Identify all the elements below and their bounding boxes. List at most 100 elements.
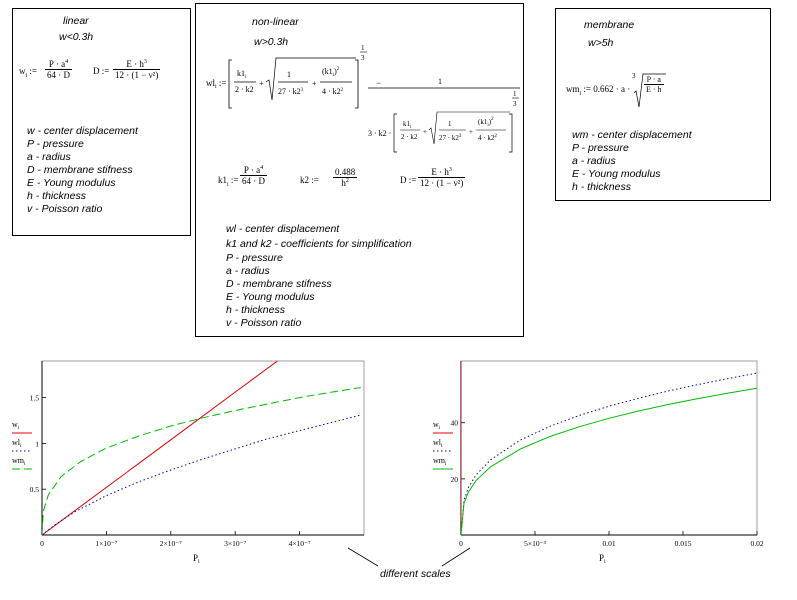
svg-text:4 · k22: 4 · k22 xyxy=(478,134,497,142)
chart-left: 0 1×10⁻⁷ 2×10⁻⁷ 3×10⁻⁷ 4×10⁻⁷ 0.5 1 1.5 Pi wi wli w… xyxy=(12,360,365,565)
x-tick-label: 0.02 xyxy=(750,539,763,548)
legend-line: E - Young modulus xyxy=(27,177,116,189)
linear-legend: w - center displacement P - pressure a -… xyxy=(27,125,138,216)
legend-line: v - Poisson ratio xyxy=(27,203,103,215)
y-tick-label: 40 xyxy=(451,419,459,428)
svg-text:(k1i)2: (k1i)2 xyxy=(322,67,340,78)
svg-text:+: + xyxy=(312,79,317,88)
nonlinear-k1-fraction: P · a4 64 · D xyxy=(240,165,267,186)
svg-text:3 · k2 ·: 3 · k2 · xyxy=(368,129,391,138)
svg-text:1: 1 xyxy=(438,77,442,86)
nonlinear-condition: w>0.3h xyxy=(254,36,289,48)
chart-right: 0 5×10⁻³ 0.01 0.015 0.02 20 40 Pi wi wli wmi xyxy=(433,360,764,565)
linear-title: linear xyxy=(63,15,89,27)
series-wl-line xyxy=(42,414,361,535)
svg-text:1: 1 xyxy=(287,70,291,79)
linear-d-formula: D := xyxy=(93,66,110,76)
annotation-different-scales: different scales xyxy=(380,568,451,580)
x-tick-label: 4×10⁻⁷ xyxy=(289,539,311,548)
legend-line: E - Young modulus xyxy=(572,168,661,180)
x-tick-label: 1×10⁻⁷ xyxy=(95,539,117,548)
nonlinear-d-formula: D := xyxy=(400,175,417,185)
x-tick-label: 0.015 xyxy=(675,539,692,548)
legend-line: a - radius xyxy=(572,155,616,167)
legend-line: P - pressure xyxy=(226,252,283,264)
svg-text:27 · k23: 27 · k23 xyxy=(278,87,304,96)
x-tick-label: 0 xyxy=(459,539,463,548)
plot-area: 0 1×10⁻⁷ 2×10⁻⁷ 3×10⁻⁷ 4×10⁻⁷ 0.5 1 1.5 Pi wi wli w… xyxy=(12,360,365,565)
svg-text:3: 3 xyxy=(632,72,636,80)
svg-text:k1i: k1i xyxy=(403,120,412,130)
svg-text:2 · k2: 2 · k2 xyxy=(401,133,418,141)
legend-label-w: wi xyxy=(433,420,441,431)
legend-label-wm: wmi xyxy=(12,456,26,467)
series-wm-line xyxy=(42,387,361,535)
y-tick-label: 20 xyxy=(451,475,459,484)
wl-lhs: wli := xyxy=(206,78,227,90)
membrane-panel: membrane w>5h wmi := 0.662 · a · 3 P · a… xyxy=(555,8,771,201)
legend-line: D - membrane stifness xyxy=(226,278,332,290)
legend-line: a - radius xyxy=(27,151,71,163)
legend-line: D - membrane stifness xyxy=(27,164,133,176)
x-tick-label: 0.01 xyxy=(602,539,615,548)
svg-text:+: + xyxy=(423,128,427,136)
nonlinear-legend: wl - center displacement k1 and k2 - coe… xyxy=(226,222,412,330)
legend-line: h - thickness xyxy=(572,181,631,193)
svg-text:−: − xyxy=(376,78,381,88)
svg-text:+: + xyxy=(259,79,264,88)
membrane-formula: wmi := 0.662 · a · xyxy=(566,84,631,97)
y-tick-label: 0.5 xyxy=(30,485,40,494)
nonlinear-wl-formula: wli := k1i 2 · k2 + 1 27 · k23 + (k1i)2 … xyxy=(206,44,520,153)
legend-line: w - center displacement xyxy=(27,125,138,137)
x-tick-label: 2×10⁻⁷ xyxy=(160,539,182,548)
legend-line: h - thickness xyxy=(226,304,285,316)
x-axis-label: Pi xyxy=(599,553,606,565)
membrane-condition: w>5h xyxy=(588,37,614,49)
linear-w-fraction: P · a4 64 · D xyxy=(45,59,72,80)
legend-line: a - radius xyxy=(226,265,270,277)
svg-text:(k1i)2: (k1i)2 xyxy=(478,117,494,128)
legend-label-wl: wli xyxy=(12,438,22,449)
x-tick-label: 3×10⁻⁷ xyxy=(224,539,246,548)
series-wl-line xyxy=(461,372,757,535)
svg-text:1: 1 xyxy=(513,90,517,98)
nonlinear-k1-formula: k1i := xyxy=(218,175,239,188)
linear-condition: w<0.3h xyxy=(59,31,94,43)
legend-label-w: wi xyxy=(12,420,20,431)
linear-w-formula: wi := xyxy=(19,66,37,79)
legend-line: v - Poisson ratio xyxy=(226,317,302,329)
legend-line: k1 and k2 - coefficients for simplificat… xyxy=(226,238,412,250)
nonlinear-k2-fraction: 0.488 h2 xyxy=(333,167,358,188)
svg-text:2 · k2: 2 · k2 xyxy=(235,85,254,94)
legend-label-wl: wli xyxy=(433,438,443,449)
svg-text:27 · k23: 27 · k23 xyxy=(439,134,462,142)
nonlinear-panel: non-linear w>0.3h wli := k1i 2 · k2 + 1 … xyxy=(195,3,524,337)
membrane-legend: wm - center displacement P - pressure a … xyxy=(572,129,692,194)
series-w-line xyxy=(42,361,279,535)
svg-text:3: 3 xyxy=(513,100,517,108)
plot-area: 0 5×10⁻³ 0.01 0.015 0.02 20 40 Pi wi wli wmi xyxy=(433,360,764,565)
membrane-root: 3 xyxy=(632,72,666,108)
x-tick-label: 0 xyxy=(40,539,44,548)
svg-text:1: 1 xyxy=(448,120,452,128)
legend-line: E - Young modulus xyxy=(226,291,315,303)
svg-text:4 · k22: 4 · k22 xyxy=(322,87,344,96)
svg-text:1: 1 xyxy=(361,44,365,52)
legend-label-wm: wmi xyxy=(433,456,447,467)
x-axis-label: Pi xyxy=(193,553,200,565)
svg-text:k1i: k1i xyxy=(237,69,247,80)
plot-frame xyxy=(41,360,365,536)
svg-text:3: 3 xyxy=(361,54,365,62)
linear-panel: linear w<0.3h wi := P · a4 64 · D D := E… xyxy=(12,8,191,236)
nonlinear-title: non-linear xyxy=(252,16,299,28)
x-tick-label: 5×10⁻³ xyxy=(524,539,546,548)
linear-d-fraction: E · h3 12 · (1 − ν²) xyxy=(113,59,161,80)
membrane-title: membrane xyxy=(584,19,635,31)
svg-text:+: + xyxy=(469,128,473,136)
y-tick-label: 1 xyxy=(35,439,39,448)
legend-line: wl - center displacement xyxy=(226,223,340,235)
plot-frame xyxy=(460,360,758,536)
legend-line: P - pressure xyxy=(572,142,629,154)
membrane-root-fraction: P · a E · h xyxy=(644,75,664,94)
legend-line: wm - center displacement xyxy=(572,129,692,141)
